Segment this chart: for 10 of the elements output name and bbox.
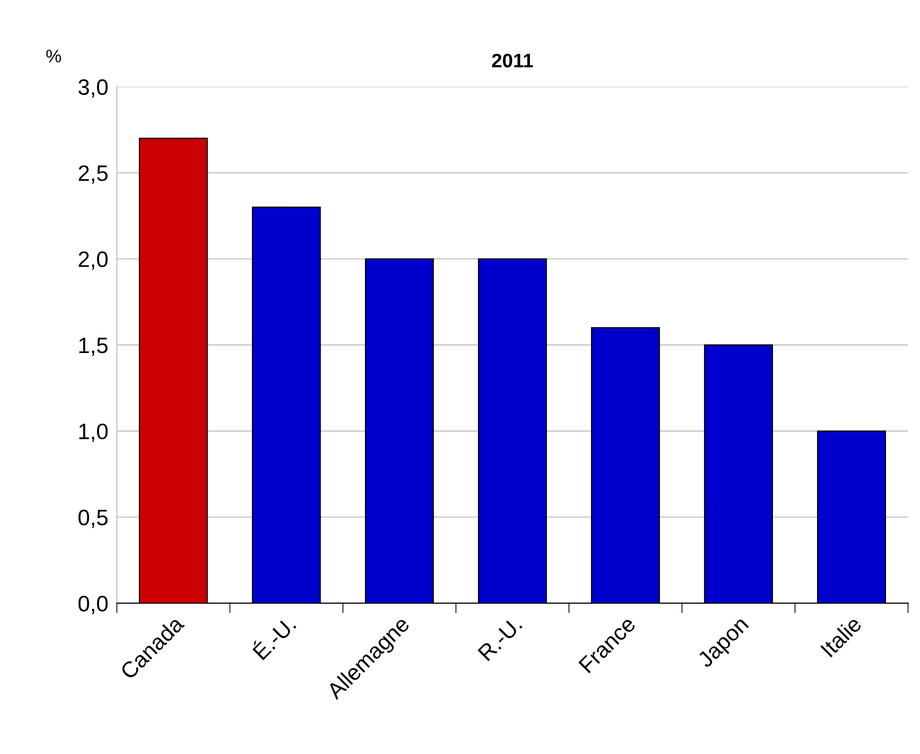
y-tick-label: 2,0	[78, 251, 108, 270]
y-axis-title: %	[46, 50, 62, 62]
y-tick-label: 1,0	[79, 424, 108, 442]
y-tick-label: 1,5	[79, 338, 108, 356]
y-tick-label: 2,5	[78, 165, 108, 184]
y-tick-label: 0,5	[78, 510, 108, 528]
x-tick-label: Italie	[820, 615, 862, 658]
y-tick-label: 3,0	[78, 79, 108, 98]
y-tick-label: 0,0	[78, 596, 108, 614]
chart-title: 2011	[492, 54, 533, 68]
